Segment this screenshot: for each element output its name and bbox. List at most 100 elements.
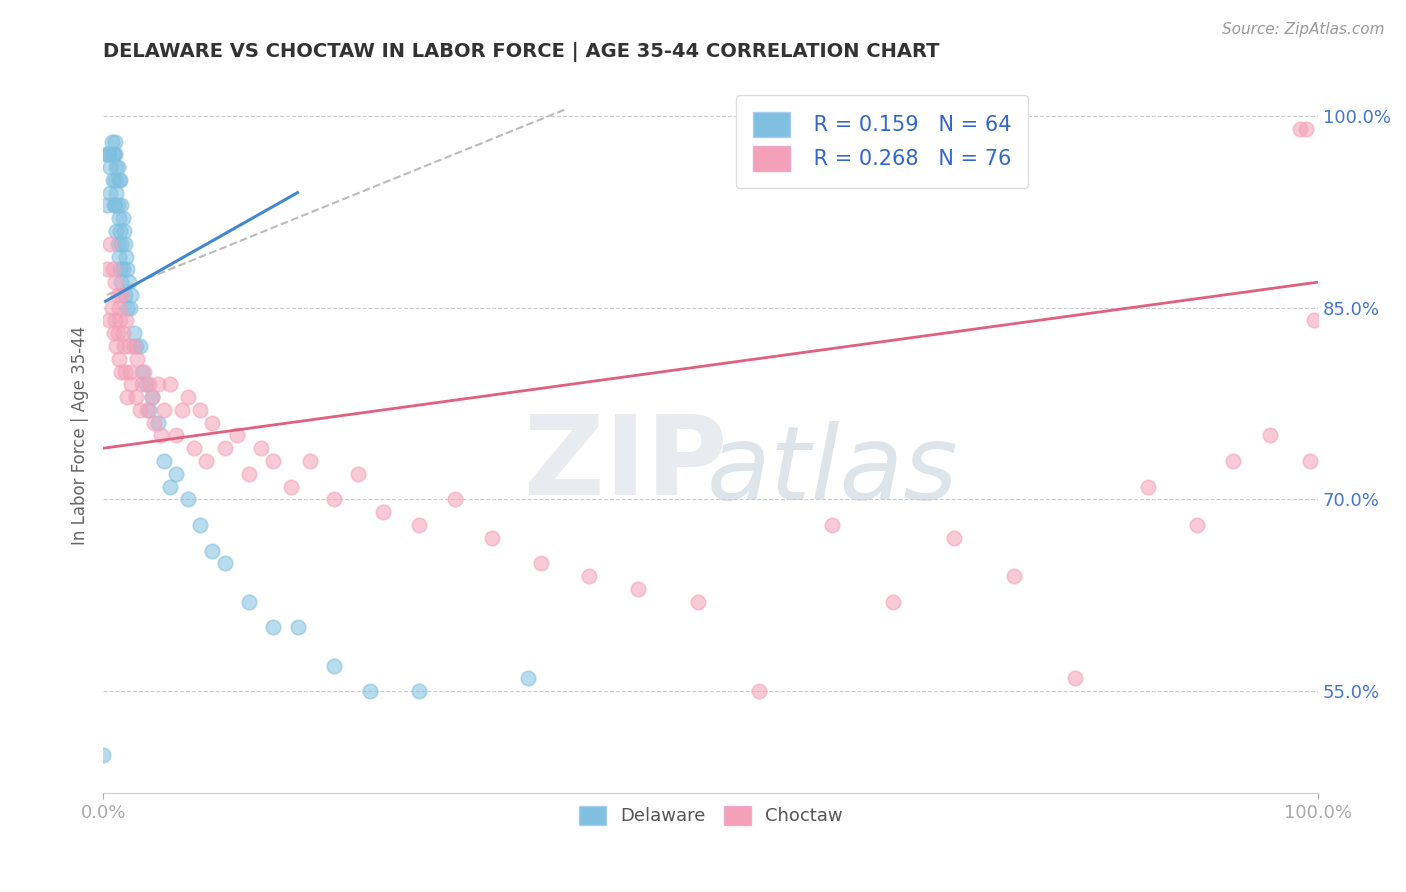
Point — [821, 517, 844, 532]
Point — [107, 160, 129, 174]
Point — [942, 531, 965, 545]
Point — [177, 492, 200, 507]
Point — [165, 428, 187, 442]
Point — [131, 377, 153, 392]
Point — [104, 275, 127, 289]
Point — [96, 198, 118, 212]
Point — [117, 339, 139, 353]
Point — [117, 390, 139, 404]
Point — [262, 454, 284, 468]
Point — [105, 186, 128, 200]
Point — [481, 531, 503, 545]
Point — [104, 173, 127, 187]
Point — [150, 428, 173, 442]
Point — [177, 390, 200, 404]
Point — [98, 147, 121, 161]
Point — [98, 313, 121, 327]
Point — [108, 173, 131, 187]
Point — [146, 377, 169, 392]
Point — [1303, 313, 1326, 327]
Point — [97, 147, 120, 161]
Point — [104, 313, 127, 327]
Point — [517, 671, 540, 685]
Point — [1064, 671, 1087, 685]
Point — [138, 403, 160, 417]
Point — [108, 211, 131, 226]
Point — [165, 467, 187, 481]
Point — [183, 442, 205, 456]
Point — [117, 301, 139, 315]
Point — [114, 365, 136, 379]
Point — [882, 594, 904, 608]
Point — [111, 262, 134, 277]
Point — [1295, 121, 1317, 136]
Point — [100, 301, 122, 315]
Point — [146, 416, 169, 430]
Point — [1137, 480, 1160, 494]
Point — [141, 390, 163, 404]
Point — [138, 377, 160, 392]
Point — [117, 275, 139, 289]
Point — [1258, 428, 1281, 442]
Point — [112, 339, 135, 353]
Point — [131, 365, 153, 379]
Y-axis label: In Labor Force | Age 35-44: In Labor Force | Age 35-44 — [72, 326, 89, 545]
Point — [408, 684, 430, 698]
Point — [101, 173, 124, 187]
Text: DELAWARE VS CHOCTAW IN LABOR FORCE | AGE 35-44 CORRELATION CHART: DELAWARE VS CHOCTAW IN LABOR FORCE | AGE… — [103, 42, 939, 62]
Point — [101, 147, 124, 161]
Point — [100, 135, 122, 149]
Point — [103, 147, 125, 161]
Point — [201, 416, 224, 430]
Point — [103, 326, 125, 341]
Point — [110, 236, 132, 251]
Point — [108, 173, 131, 187]
Point — [627, 582, 650, 596]
Point — [408, 517, 430, 532]
Point — [108, 224, 131, 238]
Point — [91, 747, 114, 762]
Point — [172, 403, 194, 417]
Point — [748, 684, 770, 698]
Point — [101, 262, 124, 277]
Point — [104, 198, 127, 212]
Point — [96, 262, 118, 277]
Point — [110, 275, 132, 289]
Point — [112, 224, 135, 238]
Point — [105, 160, 128, 174]
Point — [110, 288, 132, 302]
Point — [529, 556, 551, 570]
Point — [108, 301, 131, 315]
Point — [110, 365, 132, 379]
Point — [214, 442, 236, 456]
Point — [287, 620, 309, 634]
Point — [1298, 454, 1320, 468]
Point — [153, 454, 176, 468]
Point — [153, 403, 176, 417]
Point — [280, 480, 302, 494]
Point — [105, 224, 128, 238]
Point — [238, 467, 260, 481]
Legend: Delaware, Choctaw: Delaware, Choctaw — [569, 797, 852, 834]
Point — [262, 620, 284, 634]
Point — [118, 301, 141, 315]
Point — [122, 339, 145, 353]
Point — [1185, 517, 1208, 532]
Point — [225, 428, 247, 442]
Point — [125, 339, 148, 353]
Point — [143, 416, 166, 430]
Point — [107, 288, 129, 302]
Point — [114, 288, 136, 302]
Point — [111, 211, 134, 226]
Point — [578, 569, 600, 583]
Text: ZIP: ZIP — [524, 410, 727, 517]
Point — [195, 454, 218, 468]
Point — [94, 147, 117, 161]
Point — [444, 492, 467, 507]
Text: Source: ZipAtlas.com: Source: ZipAtlas.com — [1222, 22, 1385, 37]
Point — [298, 454, 321, 468]
Point — [359, 684, 381, 698]
Point — [107, 198, 129, 212]
Point — [104, 147, 127, 161]
Point — [188, 517, 211, 532]
